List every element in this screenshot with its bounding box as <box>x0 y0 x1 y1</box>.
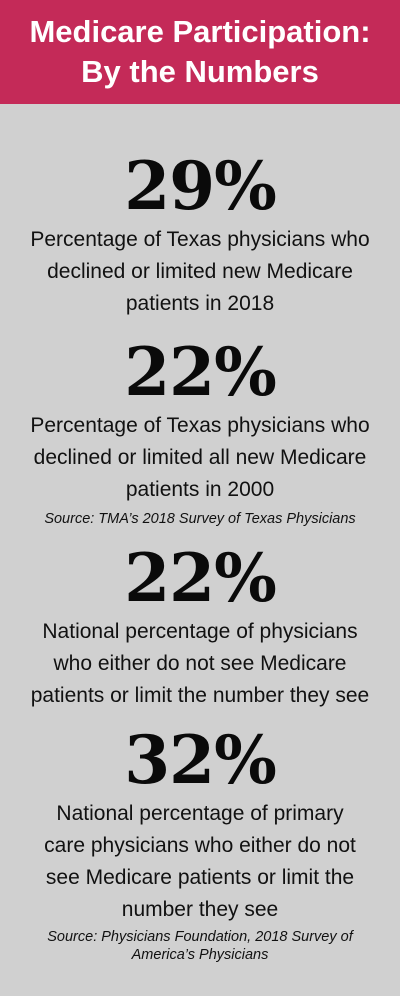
stat-description: Percentage of Texas physicians who decli… <box>0 410 400 506</box>
stat-description-line: Percentage of Texas physicians who <box>30 414 370 437</box>
stat-block-national-primary-care: 32% National percentage of primary care … <box>0 721 400 964</box>
stat-description-line: patients in 2018 <box>125 292 275 315</box>
stat-value: 32% <box>124 721 277 799</box>
source-note-line: Source: Physicians Foundation, 2018 Surv… <box>47 929 353 945</box>
stat-description-line: patients or limit the number they see <box>30 684 370 707</box>
stat-description: National percentage of physicians who ei… <box>0 616 400 712</box>
stat-value: 22% <box>124 539 277 617</box>
stat-block-texas-2000: 22% Percentage of Texas physicians who d… <box>0 333 400 528</box>
source-note-line: America’s Physicians <box>131 947 269 963</box>
stat-description-line: declined or limited new Medicare <box>47 260 353 283</box>
bottom-border <box>0 996 400 1000</box>
stat-description-line: who either do not see Medicare <box>53 652 347 675</box>
header-title-line-1: Medicare Participation: <box>29 14 371 49</box>
stats-panel: 29% Percentage of Texas physicians who d… <box>0 104 400 996</box>
stat-value: 29% <box>124 147 277 225</box>
stat-description: Percentage of Texas physicians who decli… <box>0 224 400 320</box>
stat-value: 22% <box>124 333 277 411</box>
stat-description-line: National percentage of physicians <box>42 620 358 643</box>
infographic-header: Medicare Participation: By the Numbers <box>0 0 400 104</box>
stat-description-line: declined or limited all new Medicare <box>33 446 367 469</box>
stat-block-national-physicians: 22% National percentage of physicians wh… <box>0 539 400 712</box>
source-note-tma: Source: TMA’s 2018 Survey of Texas Physi… <box>0 510 400 528</box>
header-title-line-2: By the Numbers <box>81 54 319 89</box>
stat-description-line: number they see <box>121 898 279 921</box>
stat-description: National percentage of primary care phys… <box>0 798 400 926</box>
stat-block-texas-2018: 29% Percentage of Texas physicians who d… <box>0 147 400 320</box>
stat-description-line: see Medicare patients or limit the <box>45 866 355 889</box>
stat-description-line: Percentage of Texas physicians who <box>30 228 370 251</box>
source-note-physicians-foundation: Source: Physicians Foundation, 2018 Surv… <box>0 928 400 964</box>
source-note-line: Source: TMA’s 2018 Survey of Texas Physi… <box>44 511 356 527</box>
stat-description-line: care physicians who either do not <box>44 834 356 857</box>
stat-description-line: National percentage of primary <box>56 802 344 825</box>
stat-description-line: patients in 2000 <box>125 478 275 501</box>
